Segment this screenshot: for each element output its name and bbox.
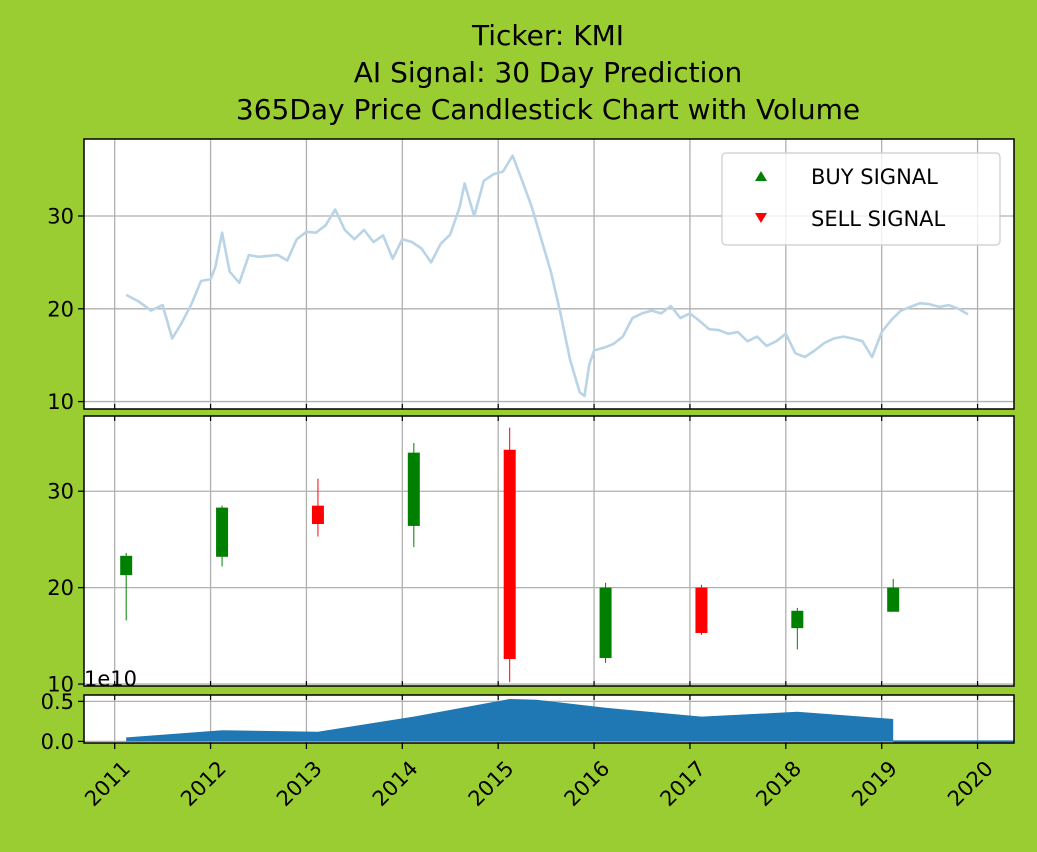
sell-signal-triangle-down-icon <box>755 213 767 223</box>
legend-box <box>721 152 1001 246</box>
price-panel: 10 20 30 BUY SIGNAL SELL SIGNAL <box>47 138 1015 414</box>
candlestick-panel-background <box>84 416 1014 686</box>
candle <box>311 478 324 537</box>
candle <box>216 505 229 567</box>
candlestick-panel-frame <box>83 415 1015 687</box>
candle-body <box>695 587 708 633</box>
candlestick-grid <box>84 416 1014 686</box>
y-tick-label: 30 <box>47 480 74 504</box>
candle <box>407 443 420 548</box>
volume-offset-label: 1e10 <box>84 667 137 691</box>
volume-area <box>126 699 1014 742</box>
buy-signal-triangle-up-icon <box>755 171 767 181</box>
candle <box>599 582 612 663</box>
legend-buy-label: BUY SIGNAL <box>811 165 938 189</box>
volume-panel: 0.0 0.5 1e10 <box>41 667 1015 754</box>
y-tick-label: 0.5 <box>41 690 74 714</box>
y-tick-label: 10 <box>47 390 74 414</box>
candle-body <box>791 610 804 629</box>
y-tick-label: 20 <box>47 297 74 321</box>
candle-body <box>120 555 133 576</box>
y-tick-label: 20 <box>47 576 74 600</box>
candle <box>887 578 900 612</box>
y-tick-label: 30 <box>47 205 74 229</box>
candle-body <box>407 452 420 526</box>
title-line-description: 365Day Price Candlestick Chart with Volu… <box>236 93 860 126</box>
candlestick-y-axis: 10 20 30 <box>47 480 84 697</box>
candlesticks <box>120 427 900 683</box>
price-grid <box>84 139 1014 409</box>
candle-body <box>311 505 324 524</box>
y-tick-label: 10 <box>47 673 74 697</box>
price-y-axis: 10 20 30 <box>47 205 84 414</box>
title-line-signal: AI Signal: 30 Day Prediction <box>354 56 742 89</box>
candle-body <box>503 449 516 659</box>
chart-title: Ticker: KMI AI Signal: 30 Day Prediction… <box>236 19 860 126</box>
candle <box>503 427 516 683</box>
legend-sell-label: SELL SIGNAL <box>811 207 946 231</box>
legend: BUY SIGNAL SELL SIGNAL <box>721 152 1001 246</box>
candle-body <box>887 587 900 612</box>
candlestick-panel: 10 20 30 <box>47 415 1015 697</box>
candle <box>791 607 804 650</box>
price-line <box>125 154 969 398</box>
candle <box>120 552 133 621</box>
volume-y-axis: 0.0 0.5 <box>41 690 84 754</box>
candle <box>695 584 708 635</box>
y-tick-label: 0.0 <box>41 730 74 754</box>
candle-body <box>599 587 612 659</box>
title-line-ticker: Ticker: KMI <box>471 19 624 52</box>
volume-panel-frame <box>83 694 1015 744</box>
candle-body <box>216 507 229 557</box>
price-panel-frame <box>83 138 1015 410</box>
